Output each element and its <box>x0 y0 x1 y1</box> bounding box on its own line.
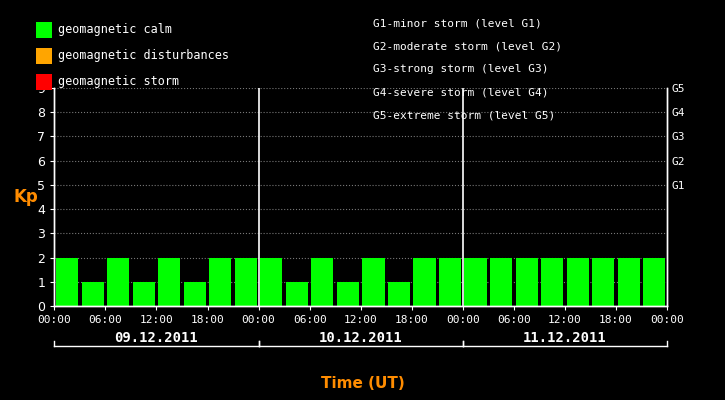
Bar <box>618 258 639 306</box>
Bar <box>133 282 154 306</box>
Text: G2-moderate storm (level G2): G2-moderate storm (level G2) <box>373 41 563 51</box>
Bar <box>56 258 78 306</box>
Bar <box>107 258 129 306</box>
Bar <box>465 258 486 306</box>
Bar <box>515 258 538 306</box>
Bar <box>592 258 614 306</box>
Bar <box>210 258 231 306</box>
Bar <box>183 282 206 306</box>
Text: 10.12.2011: 10.12.2011 <box>319 331 402 345</box>
Bar <box>82 282 104 306</box>
Bar <box>643 258 666 306</box>
Bar <box>311 258 334 306</box>
Text: 11.12.2011: 11.12.2011 <box>523 331 607 345</box>
Bar <box>337 282 359 306</box>
Bar <box>286 282 308 306</box>
Text: Time (UT): Time (UT) <box>320 376 405 392</box>
Bar <box>567 258 589 306</box>
Text: 09.12.2011: 09.12.2011 <box>115 331 199 345</box>
Bar <box>158 258 181 306</box>
Bar <box>490 258 512 306</box>
Text: G3-strong storm (level G3): G3-strong storm (level G3) <box>373 64 549 74</box>
Bar <box>235 258 257 306</box>
Text: G1-minor storm (level G1): G1-minor storm (level G1) <box>373 18 542 28</box>
Bar <box>388 282 410 306</box>
Bar <box>362 258 384 306</box>
Text: G4-severe storm (level G4): G4-severe storm (level G4) <box>373 88 549 98</box>
Y-axis label: Kp: Kp <box>14 188 38 206</box>
Text: geomagnetic storm: geomagnetic storm <box>58 75 179 88</box>
Bar <box>413 258 436 306</box>
Text: geomagnetic calm: geomagnetic calm <box>58 23 172 36</box>
Bar <box>260 258 283 306</box>
Text: G5-extreme storm (level G5): G5-extreme storm (level G5) <box>373 111 555 121</box>
Text: geomagnetic disturbances: geomagnetic disturbances <box>58 49 229 62</box>
Bar <box>541 258 563 306</box>
Bar <box>439 258 461 306</box>
